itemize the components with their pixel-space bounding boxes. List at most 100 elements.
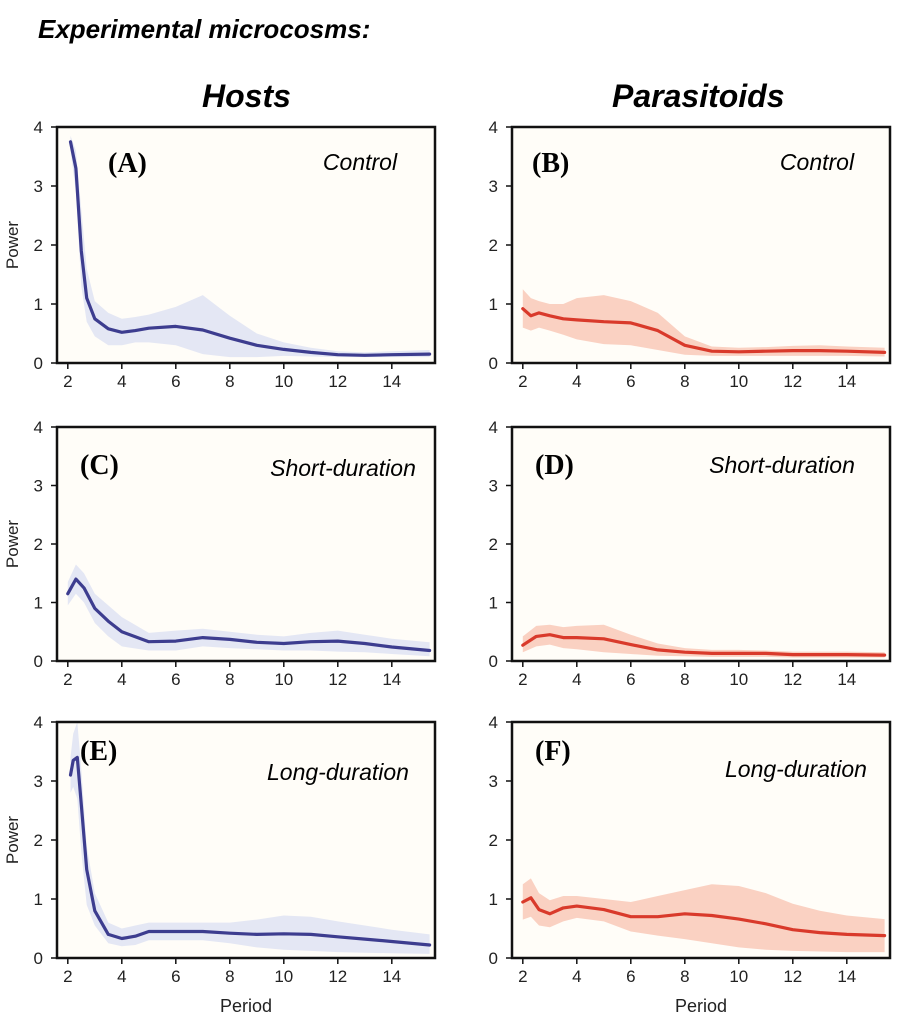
y-tick-label: 3 — [489, 177, 498, 196]
x-tick-label: 4 — [117, 967, 126, 986]
x-tick-label: 10 — [729, 372, 748, 391]
x-tick-label: 10 — [729, 670, 748, 689]
confidence-band — [70, 135, 430, 358]
column-title-parasitoids: Parasitoids — [612, 78, 785, 114]
y-tick-label: 2 — [489, 831, 498, 850]
y-tick-label: 2 — [489, 236, 498, 255]
panel-label: (E) — [80, 736, 117, 767]
y-tick-label: 1 — [489, 594, 498, 613]
x-tick-label: 14 — [837, 967, 856, 986]
panel-label: (C) — [80, 450, 119, 481]
y-tick-label: 1 — [34, 890, 43, 909]
column-title-hosts: Hosts — [202, 78, 291, 114]
y-tick-label: 4 — [489, 418, 498, 437]
x-axis-label: Period — [675, 996, 727, 1016]
x-tick-label: 8 — [225, 372, 234, 391]
y-tick-label: 4 — [489, 713, 498, 732]
x-tick-label: 2 — [518, 372, 527, 391]
y-tick-label: 4 — [34, 118, 43, 137]
y-tick-label: 1 — [489, 295, 498, 314]
x-tick-label: 6 — [626, 670, 635, 689]
y-axis-label: Power — [3, 221, 22, 270]
x-tick-label: 10 — [274, 670, 293, 689]
y-tick-label: 2 — [34, 831, 43, 850]
y-axis-label: Power — [3, 520, 22, 569]
x-tick-label: 2 — [63, 670, 72, 689]
x-tick-label: 6 — [626, 372, 635, 391]
y-tick-label: 0 — [34, 949, 43, 968]
treatment-label: Control — [323, 149, 398, 175]
x-tick-label: 12 — [328, 670, 347, 689]
x-tick-label: 14 — [382, 670, 401, 689]
x-tick-label: 8 — [225, 967, 234, 986]
panel-label: (B) — [532, 148, 569, 179]
x-axis-label: Period — [220, 996, 272, 1016]
y-tick-label: 0 — [489, 652, 498, 671]
x-tick-label: 2 — [518, 967, 527, 986]
x-tick-label: 4 — [572, 967, 581, 986]
panel-label: (A) — [108, 148, 147, 179]
y-tick-label: 4 — [34, 713, 43, 732]
treatment-label: Short-duration — [709, 452, 855, 478]
x-tick-label: 14 — [837, 372, 856, 391]
y-tick-label: 3 — [489, 772, 498, 791]
y-tick-label: 4 — [489, 118, 498, 137]
y-tick-label: 2 — [34, 535, 43, 554]
treatment-label: Long-duration — [267, 759, 409, 785]
x-tick-label: 14 — [837, 670, 856, 689]
panel-background — [57, 722, 435, 958]
y-tick-label: 1 — [34, 295, 43, 314]
panel-label: (F) — [535, 736, 571, 767]
x-tick-label: 2 — [63, 967, 72, 986]
x-tick-label: 6 — [171, 372, 180, 391]
y-tick-label: 3 — [34, 177, 43, 196]
y-tick-label: 2 — [489, 535, 498, 554]
y-tick-label: 2 — [34, 236, 43, 255]
x-tick-label: 10 — [729, 967, 748, 986]
y-tick-label: 3 — [34, 477, 43, 496]
treatment-label: Long-duration — [725, 756, 867, 782]
x-tick-label: 12 — [783, 372, 802, 391]
series-line — [68, 755, 432, 947]
x-tick-label: 8 — [225, 670, 234, 689]
x-tick-label: 10 — [274, 372, 293, 391]
x-tick-label: 2 — [518, 670, 527, 689]
series-line — [68, 140, 432, 357]
y-tick-label: 3 — [34, 772, 43, 791]
x-tick-label: 10 — [274, 967, 293, 986]
y-tick-label: 0 — [489, 949, 498, 968]
y-axis-label: Power — [3, 816, 22, 865]
confidence-band — [522, 624, 885, 658]
x-tick-label: 8 — [680, 967, 689, 986]
x-tick-label: 12 — [783, 670, 802, 689]
x-tick-label: 12 — [783, 967, 802, 986]
panel-label: (D) — [535, 450, 574, 481]
treatment-label: Short-duration — [270, 455, 416, 481]
x-tick-label: 14 — [382, 967, 401, 986]
y-tick-label: 4 — [34, 418, 43, 437]
y-tick-label: 1 — [34, 594, 43, 613]
x-tick-label: 6 — [626, 967, 635, 986]
series-line — [521, 307, 887, 354]
x-tick-label: 8 — [680, 372, 689, 391]
y-tick-label: 0 — [34, 354, 43, 373]
x-tick-label: 8 — [680, 670, 689, 689]
y-tick-label: 0 — [34, 652, 43, 671]
x-tick-label: 6 — [171, 967, 180, 986]
x-tick-label: 4 — [572, 670, 581, 689]
series-line — [521, 633, 887, 657]
x-tick-label: 6 — [171, 670, 180, 689]
x-tick-label: 4 — [572, 372, 581, 391]
x-tick-label: 14 — [382, 372, 401, 391]
x-tick-label: 2 — [63, 372, 72, 391]
figure-title: Experimental microcosms: — [38, 14, 371, 44]
series-line — [521, 896, 887, 938]
y-tick-label: 1 — [489, 890, 498, 909]
y-tick-label: 0 — [489, 354, 498, 373]
